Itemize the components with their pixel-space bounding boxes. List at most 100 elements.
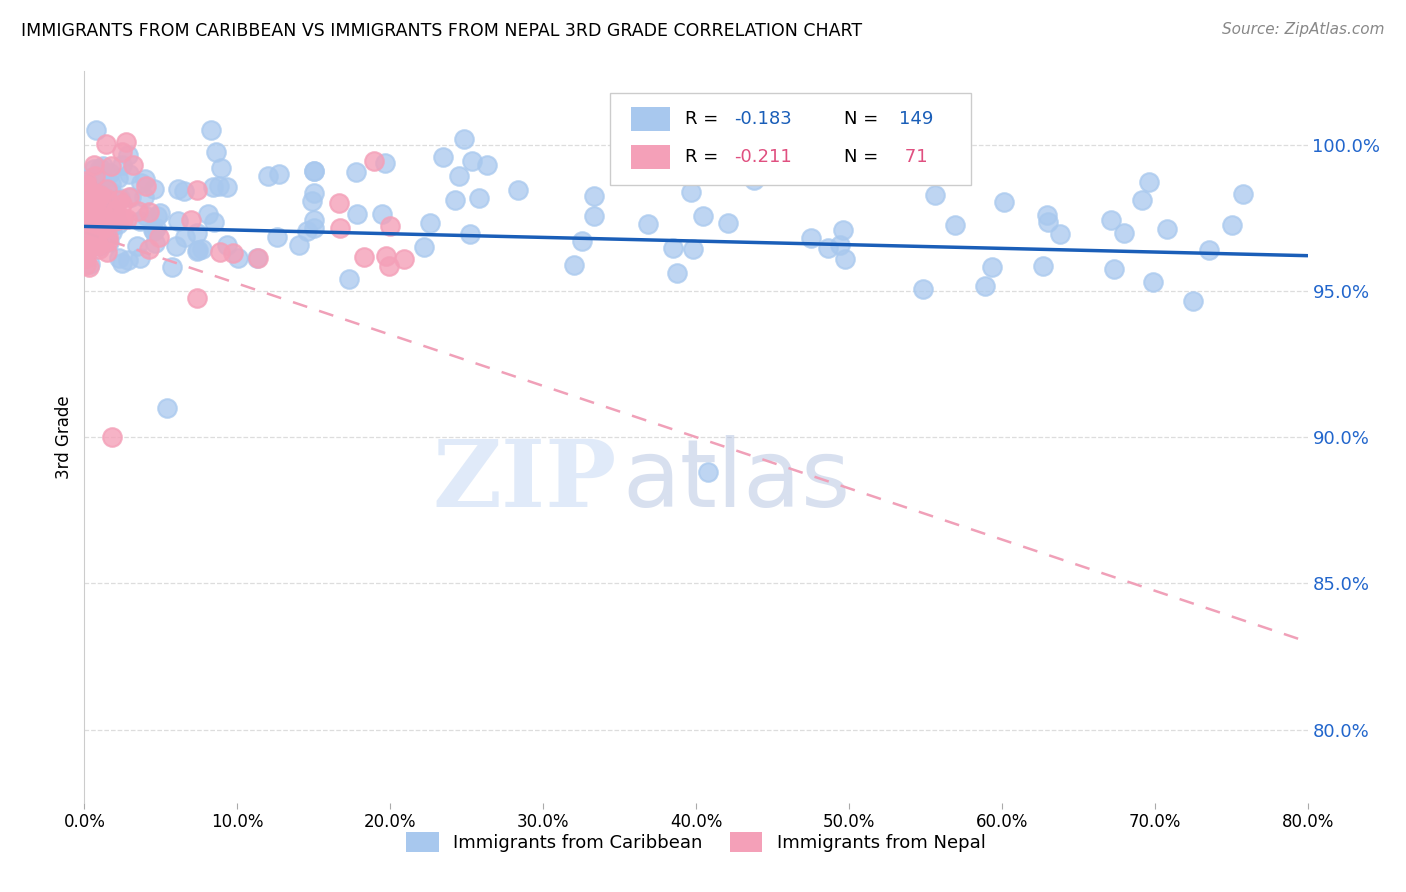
Point (104, 214, 127, 228)
Point (582, 189, 605, 203)
Point (453, 131, 475, 145)
Text: R =: R = (685, 110, 724, 128)
Point (83, 219, 105, 234)
Point (121, 158, 143, 172)
Point (89, 238, 111, 252)
Point (120, 189, 142, 203)
Point (375, 249, 398, 263)
Point (110, 191, 132, 205)
Point (97, 230, 120, 244)
Point (1036, 208, 1059, 222)
Point (90, 175, 112, 189)
Point (79, 170, 101, 185)
Point (828, 238, 851, 252)
Point (98, 165, 121, 179)
Point (77, 180, 100, 194)
Point (370, 207, 392, 221)
Point (346, 207, 368, 221)
Point (77, 223, 100, 237)
Point (79, 257, 101, 271)
Point (202, 179, 225, 194)
Point (217, 237, 239, 252)
Point (107, 217, 129, 231)
Point (79, 180, 101, 194)
Point (208, 244, 231, 259)
Point (86, 236, 108, 251)
Point (1137, 175, 1160, 189)
Point (90, 186, 112, 200)
Point (101, 202, 124, 216)
FancyBboxPatch shape (610, 94, 972, 185)
Point (111, 211, 134, 225)
Point (269, 167, 291, 181)
Point (138, 242, 160, 256)
Point (458, 227, 481, 241)
Point (187, 244, 209, 258)
Point (461, 153, 484, 168)
Point (696, 465, 718, 479)
Point (145, 221, 167, 235)
Text: N =: N = (844, 110, 884, 128)
Point (817, 241, 839, 255)
Point (637, 218, 659, 232)
Point (419, 216, 441, 230)
Point (134, 190, 156, 204)
Point (83, 161, 105, 176)
Point (108, 251, 131, 265)
Point (1182, 293, 1205, 308)
Point (302, 221, 325, 235)
Point (186, 291, 208, 305)
Point (202, 215, 225, 229)
Point (125, 239, 148, 253)
Legend: Immigrants from Caribbean, Immigrants from Nepal: Immigrants from Caribbean, Immigrants fr… (399, 824, 993, 860)
Point (924, 187, 946, 202)
Point (129, 252, 152, 266)
Point (105, 202, 128, 217)
Point (93, 221, 115, 235)
Point (156, 401, 179, 415)
Point (103, 202, 125, 217)
Point (96, 200, 118, 214)
Point (432, 150, 454, 164)
Point (302, 163, 325, 178)
Point (89, 161, 111, 176)
Text: -0.211: -0.211 (734, 148, 792, 166)
Point (1032, 259, 1054, 273)
Point (993, 194, 1015, 209)
Point (75, 178, 97, 193)
Point (800, 231, 823, 245)
Point (91, 201, 114, 215)
Point (475, 157, 498, 171)
Point (1049, 227, 1071, 242)
Point (100, 159, 122, 173)
Point (911, 282, 934, 296)
Point (301, 194, 323, 208)
Point (1112, 227, 1135, 241)
Point (86, 208, 108, 222)
Point (834, 252, 856, 266)
FancyBboxPatch shape (631, 107, 671, 130)
Point (83, 158, 105, 172)
Point (506, 183, 529, 197)
Point (87, 188, 110, 202)
Point (288, 238, 311, 252)
Point (111, 158, 134, 172)
Point (96, 192, 118, 206)
Point (97, 235, 120, 249)
Point (135, 179, 157, 194)
Point (832, 223, 855, 237)
Text: atlas: atlas (623, 435, 851, 527)
Point (1099, 213, 1122, 227)
Point (468, 191, 491, 205)
Point (142, 222, 165, 236)
Point (75, 206, 97, 220)
Point (682, 242, 704, 256)
Point (583, 209, 606, 223)
Point (571, 234, 593, 248)
Point (101, 219, 124, 234)
Point (128, 214, 150, 228)
Point (1102, 261, 1125, 276)
Point (84, 194, 107, 209)
Point (77, 240, 100, 254)
Point (374, 155, 396, 169)
